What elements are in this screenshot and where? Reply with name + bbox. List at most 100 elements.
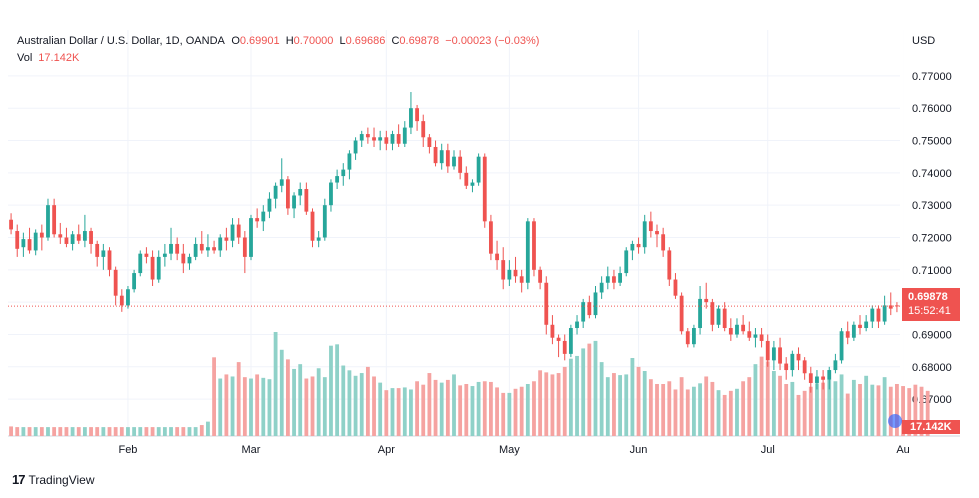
candle-body [501,260,506,280]
volume-legend: Vol 17.142K [17,52,79,64]
candle-body [335,176,340,183]
candle-body [802,360,807,374]
candle-body [126,289,130,306]
candle-body [796,353,801,361]
last-price-value: 0.69878 [908,291,948,303]
candle-body [396,134,401,144]
volume-bar [242,377,247,436]
candle-body [778,347,782,364]
volume-bar [273,332,278,436]
volume-bar [876,385,881,436]
volume-bar [839,374,844,436]
candle-body [630,243,635,251]
volume-bar [415,381,419,436]
volume-bar [119,427,124,436]
volume-bar [538,370,543,436]
candle-body [119,295,124,306]
candle-body [316,237,321,241]
candle-body [304,189,309,212]
candle-body [673,279,678,296]
volume-bar [587,343,592,436]
candle-body [298,189,303,196]
volume-bar [593,340,598,436]
volume-bar [126,427,130,436]
candle-body [476,156,481,183]
volume-bar [402,387,407,436]
volume-bar [901,386,905,436]
candle-body [439,150,444,164]
volume-bar [9,426,13,436]
candle-body [452,156,456,167]
volume-bar [667,381,672,436]
candle-body [685,331,690,345]
close-label: C [391,35,400,47]
x-tick-label: Apr [378,444,395,456]
tradingview-brand[interactable]: 17 TradingView [12,472,95,487]
volume-bar [378,382,383,436]
volume-bar [82,427,87,436]
candle-body [82,231,87,241]
volume-bar [919,386,924,436]
volume-bar [550,374,555,436]
volume-bar [439,382,444,436]
candle-body [402,127,407,144]
volume-bar [679,377,684,436]
candle-body [624,250,629,274]
candle-body [359,134,364,141]
volume-bar [544,372,549,436]
candle-body [667,250,672,280]
volume-bar [648,379,653,436]
y-tick-label: 0.75000 [912,136,952,148]
volume-bar [52,427,57,436]
volume-bar [710,381,715,436]
candle-body [144,253,149,257]
candle-body [310,211,315,241]
candle-body [236,224,241,238]
volume-bar [753,364,758,436]
candle-body [759,334,764,341]
candle-body [833,360,838,371]
candle-body [292,195,296,209]
volume-bar [827,379,832,436]
volume-bar [661,384,666,436]
volume-bar [138,427,143,436]
volume-bar [329,345,333,436]
candle-body [765,340,770,361]
symbol-title: Australian Dollar / U.S. Dollar, 1D, OAN… [17,35,225,47]
candle-body [353,140,358,154]
close-value: 0.69878 [399,35,440,47]
candle-body [888,305,893,309]
candle-body [728,328,733,335]
volume-bar [46,427,50,436]
candle-body [255,218,260,222]
volume-bar [821,382,826,436]
candle-body [329,182,333,206]
candle-body [58,234,63,238]
candle-body [612,276,616,283]
volume-bar [581,348,586,436]
volume-bar [255,374,260,436]
volume-bar [15,427,20,436]
volume-bar [433,379,438,436]
volume-bar [685,389,690,436]
volume-bar [624,374,629,436]
volume-bar [833,381,838,436]
volume-bar [298,364,303,436]
volume-bar [70,427,75,436]
volume-bar [409,389,413,436]
volume-bar [808,386,813,436]
volume-bar [605,377,610,436]
volume-bar [384,390,389,436]
y-tick-label: 0.68000 [912,362,952,374]
candle-body [230,224,235,241]
volume-value: 17.142K [38,52,80,64]
symbol-legend: Australian Dollar / U.S. Dollar, 1D, OAN… [17,35,539,47]
globe-icon[interactable] [888,414,902,428]
volume-label: Vol [17,52,33,64]
volume-bar [206,421,210,436]
candle-body [864,321,869,329]
volume-bar [556,373,561,436]
candle-body [821,376,826,380]
